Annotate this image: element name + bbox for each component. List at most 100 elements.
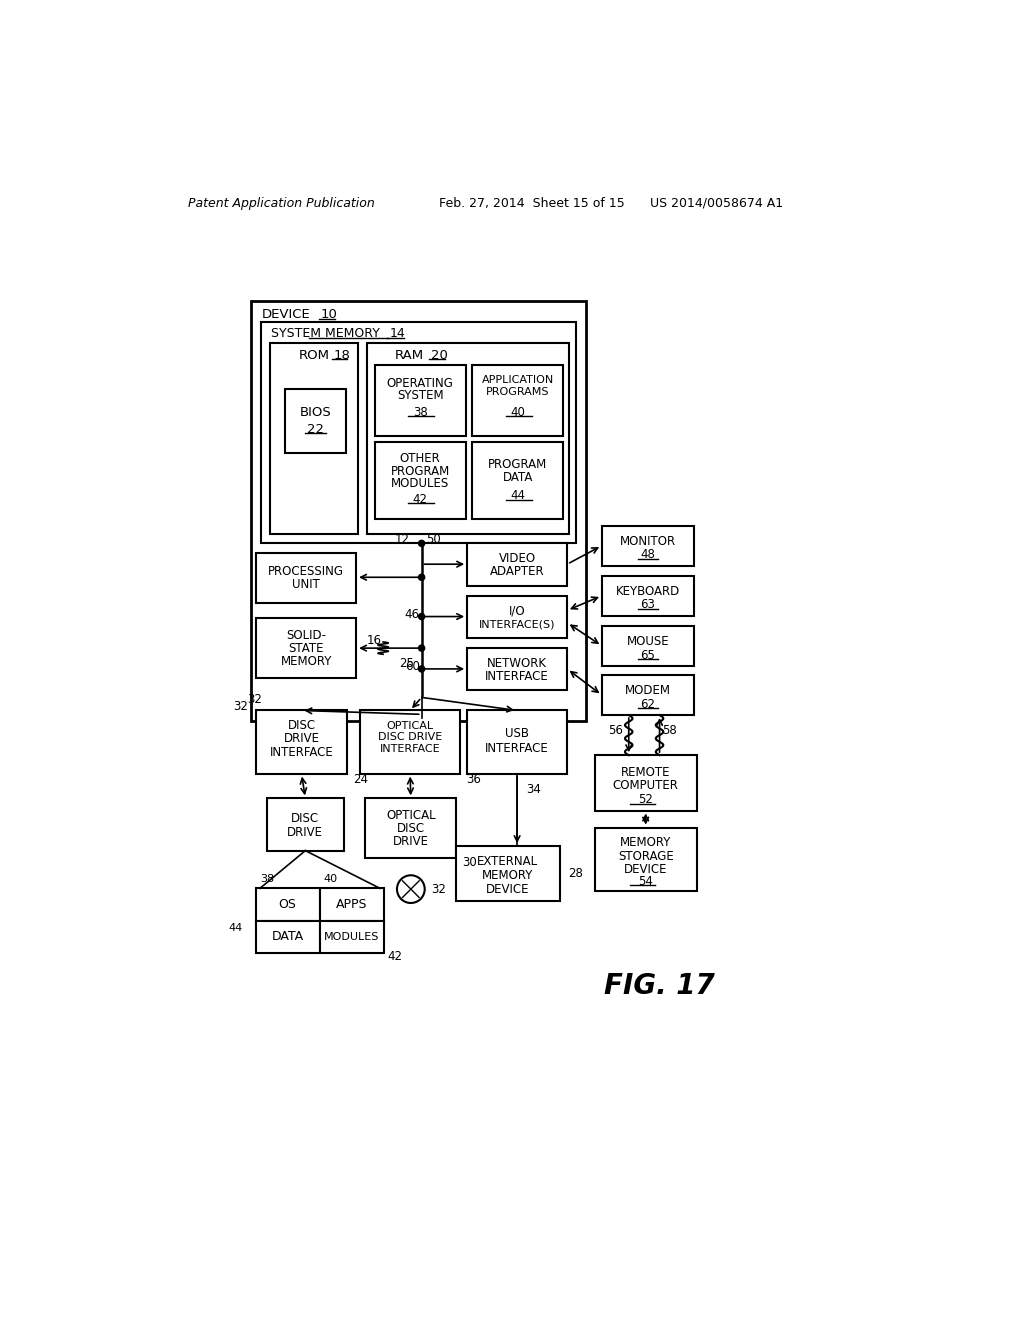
Bar [602, 675, 694, 715]
Text: 38: 38 [413, 407, 427, 418]
Text: 38: 38 [260, 874, 274, 884]
Text: MOUSE: MOUSE [627, 635, 670, 648]
Text: INTERFACE: INTERFACE [485, 742, 549, 755]
Text: 14: 14 [389, 327, 406, 341]
Text: VIDEO: VIDEO [499, 552, 536, 565]
Bar [256, 553, 356, 603]
Bar [602, 576, 694, 615]
Bar [319, 888, 384, 921]
Text: 44: 44 [228, 924, 243, 933]
Text: PROGRAMS: PROGRAMS [486, 387, 550, 397]
Circle shape [419, 665, 425, 672]
Circle shape [419, 540, 425, 546]
Text: COMPUTER: COMPUTER [612, 779, 679, 792]
Bar [457, 846, 560, 902]
Text: INTERFACE: INTERFACE [380, 744, 440, 754]
Bar [472, 364, 563, 436]
Bar [285, 389, 346, 453]
Text: OPTICAL: OPTICAL [386, 809, 435, 822]
Text: SOLID-: SOLID- [286, 628, 326, 642]
Text: DISC DRIVE: DISC DRIVE [378, 733, 442, 742]
Text: 50: 50 [426, 533, 440, 546]
Text: DEVICE: DEVICE [486, 883, 529, 896]
Text: Feb. 27, 2014  Sheet 15 of 15: Feb. 27, 2014 Sheet 15 of 15 [438, 197, 625, 210]
Text: EXTERNAL: EXTERNAL [477, 855, 539, 869]
Text: 20: 20 [431, 348, 447, 362]
Text: SYSTEM: SYSTEM [396, 389, 443, 403]
Text: 60: 60 [404, 660, 420, 673]
Text: MEMORY: MEMORY [620, 837, 672, 850]
Bar [367, 343, 569, 535]
Text: 44: 44 [510, 490, 525, 502]
Text: ADAPTER: ADAPTER [489, 565, 545, 578]
Text: 36: 36 [466, 774, 481, 787]
Text: INTERFACE: INTERFACE [269, 746, 334, 759]
Text: FIG. 17: FIG. 17 [604, 972, 715, 1001]
Text: 22: 22 [307, 422, 324, 436]
Text: 46: 46 [404, 607, 420, 620]
Text: RAM: RAM [394, 348, 424, 362]
Text: 56: 56 [608, 723, 623, 737]
Text: 40: 40 [324, 874, 338, 884]
Circle shape [397, 875, 425, 903]
Text: DATA: DATA [271, 931, 304, 944]
Text: 18: 18 [334, 348, 350, 362]
Text: DATA: DATA [503, 471, 534, 484]
Bar [319, 921, 384, 953]
Text: PROCESSING: PROCESSING [268, 565, 344, 578]
Text: 25: 25 [398, 657, 414, 671]
Text: NETWORK: NETWORK [487, 657, 547, 671]
Bar [595, 755, 697, 810]
Text: UNIT: UNIT [292, 578, 321, 591]
Text: Patent Application Publication: Patent Application Publication [188, 197, 375, 210]
Text: 24: 24 [353, 774, 368, 787]
Bar [366, 799, 457, 858]
Bar [595, 828, 697, 891]
Bar [467, 648, 567, 690]
Text: MONITOR: MONITOR [620, 535, 676, 548]
Text: REMOTE: REMOTE [621, 766, 671, 779]
Text: APPLICATION: APPLICATION [481, 375, 554, 385]
Text: DEVICE: DEVICE [262, 308, 311, 321]
Text: STATE: STATE [289, 642, 324, 655]
Text: MEMORY: MEMORY [281, 655, 332, 668]
Text: DEVICE: DEVICE [624, 862, 668, 875]
Text: 65: 65 [641, 648, 655, 661]
Text: I/O: I/O [509, 605, 525, 618]
Text: 34: 34 [526, 783, 542, 796]
Text: 16: 16 [367, 634, 381, 647]
Circle shape [419, 614, 425, 619]
Bar [602, 525, 694, 566]
Circle shape [419, 645, 425, 651]
Text: OPTICAL: OPTICAL [386, 721, 433, 731]
Text: 32: 32 [431, 883, 445, 896]
Text: 63: 63 [641, 598, 655, 611]
Text: 12: 12 [395, 533, 410, 546]
Text: SYSTEM MEMORY: SYSTEM MEMORY [270, 327, 380, 341]
Bar [256, 618, 356, 678]
Text: MODEM: MODEM [625, 684, 671, 697]
Text: STORAGE: STORAGE [617, 850, 674, 862]
Text: 40: 40 [510, 407, 525, 418]
Text: US 2014/0058674 A1: US 2014/0058674 A1 [650, 197, 783, 210]
Bar [360, 710, 460, 774]
Text: 30: 30 [463, 855, 477, 869]
Text: DRIVE: DRIVE [393, 834, 429, 847]
Text: OS: OS [279, 898, 297, 911]
Text: INTERFACE: INTERFACE [485, 671, 549, 684]
Text: DISC: DISC [396, 822, 425, 834]
Circle shape [419, 574, 425, 581]
Text: APPS: APPS [336, 898, 368, 911]
Bar [602, 626, 694, 665]
Text: PROGRAM: PROGRAM [488, 458, 548, 471]
Text: OTHER: OTHER [399, 453, 440, 465]
Text: 58: 58 [663, 723, 677, 737]
Text: USB: USB [505, 727, 529, 741]
Bar [256, 921, 319, 953]
Text: 32: 32 [247, 693, 262, 706]
Text: DISC: DISC [288, 719, 315, 733]
Text: PROGRAM: PROGRAM [390, 465, 450, 478]
Text: MEMORY: MEMORY [482, 869, 534, 882]
Bar [375, 442, 466, 519]
Text: ROM: ROM [298, 348, 330, 362]
